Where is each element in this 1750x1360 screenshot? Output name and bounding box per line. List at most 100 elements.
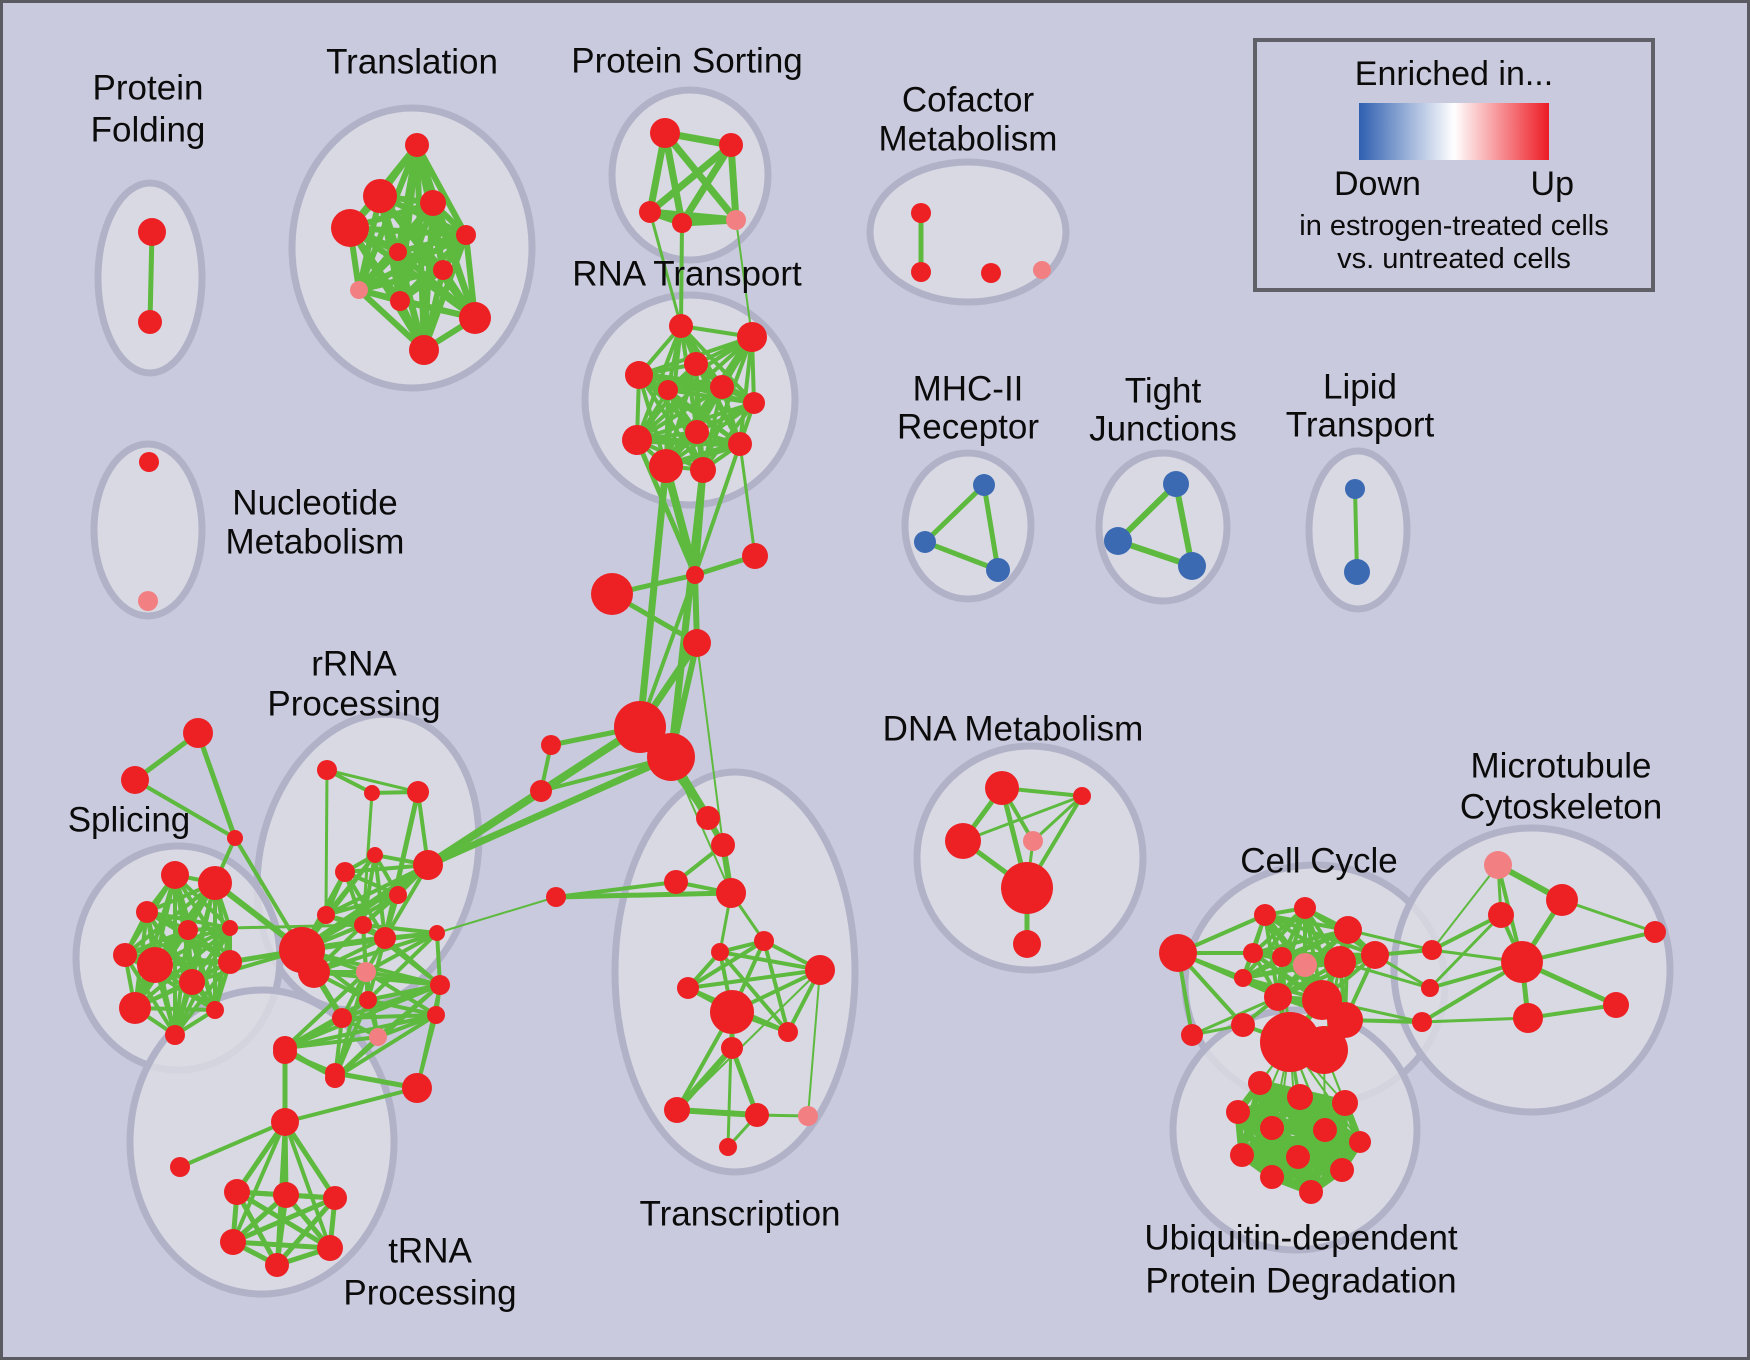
edge-tc7-tc9 xyxy=(686,968,822,990)
gene-set-node-c10 xyxy=(1293,953,1317,977)
edge-r1-r7 xyxy=(679,324,756,405)
gene-set-node-tc2 xyxy=(711,833,735,857)
gene-set-node-l2 xyxy=(1344,559,1370,585)
edge-s3-s5 xyxy=(145,910,232,930)
gene-set-node-u3 xyxy=(1332,1090,1358,1116)
gene-set-node-x3 xyxy=(1488,902,1514,928)
edge-tn4-tn0 xyxy=(178,1120,287,1169)
gene-set-node-c1 xyxy=(1159,934,1197,972)
gene-set-node-c4 xyxy=(1294,897,1316,919)
edge-tc6-tc10 xyxy=(762,939,790,1034)
edge-r12-n1 xyxy=(693,442,742,577)
edge-ps3-r1 xyxy=(648,210,683,328)
gene-set-node-j1 xyxy=(1163,471,1189,497)
gene-set-node-tc1 xyxy=(696,806,720,830)
edge-g6-g11 xyxy=(361,923,439,935)
edge-tn8-tn9 xyxy=(230,1239,333,1251)
edge-r6-r9 xyxy=(635,385,724,442)
gene-set-node-n4 xyxy=(683,629,711,657)
gene-set-node-tc8 xyxy=(710,990,754,1034)
edge-tc5-tc10 xyxy=(718,950,790,1034)
cluster-ellipse-cofactor-metabolism xyxy=(866,158,1070,306)
edge-ps4-r1 xyxy=(679,221,684,328)
edge-x1-k1 xyxy=(1431,864,1499,951)
cluster-label-nucleotide-metabolism-line1: Nucleotide xyxy=(232,483,397,522)
legend-up-label: Up xyxy=(1530,165,1574,203)
gene-set-node-c14 xyxy=(1327,1002,1363,1038)
gene-set-node-tc7 xyxy=(677,977,699,999)
gene-set-node-nm1 xyxy=(139,452,159,472)
edge-m1-m2 xyxy=(922,482,987,545)
gene-set-node-g5 xyxy=(317,906,335,924)
cluster-label-cofactor-metabolism-line2: Metabolism xyxy=(879,119,1058,158)
edge-q1-q3 xyxy=(195,730,238,841)
edge-s5-s6 xyxy=(123,926,232,957)
gene-set-node-g13 xyxy=(359,991,377,1009)
gene-set-node-cm1 xyxy=(911,203,931,223)
gene-set-node-t3 xyxy=(420,190,446,216)
gene-set-node-g12 xyxy=(430,975,450,995)
gene-set-node-s3 xyxy=(136,901,158,923)
gene-set-node-c5 xyxy=(1334,916,1362,944)
edge-d2-d4 xyxy=(1031,794,1084,843)
gene-set-node-pf2 xyxy=(138,310,162,334)
gene-set-node-r7 xyxy=(743,392,765,414)
gene-set-node-x4 xyxy=(1501,941,1543,983)
edge-c2-c12 xyxy=(1190,995,1280,1037)
gene-set-node-u6 xyxy=(1313,1118,1337,1142)
network-nodes xyxy=(113,118,1666,1277)
gene-set-node-ps4 xyxy=(672,213,692,233)
gene-set-node-h1 xyxy=(614,701,666,753)
cluster-label-protein-sorting-line1: Protein Sorting xyxy=(571,41,803,80)
edge-d2-d3 xyxy=(961,794,1084,843)
gene-set-node-tc11 xyxy=(721,1037,743,1059)
edge-n2-r12 xyxy=(738,442,757,558)
edge-ps2-ps3 xyxy=(646,141,735,216)
gene-set-node-t5 xyxy=(456,225,476,245)
gene-set-node-s9 xyxy=(218,950,242,974)
gene-set-node-tn9 xyxy=(317,1235,343,1261)
gene-set-node-tn2 xyxy=(325,1063,345,1083)
gene-set-node-m2 xyxy=(914,531,936,553)
gene-set-node-ps5 xyxy=(726,210,746,230)
edge-g10-g17 xyxy=(283,970,368,1050)
gene-set-node-j2 xyxy=(1104,527,1132,555)
cluster-label-trna-processing-line2: Processing xyxy=(343,1273,516,1312)
gene-set-node-x2 xyxy=(1546,884,1578,916)
gene-set-node-tn1 xyxy=(273,1040,297,1064)
gene-set-node-tc13 xyxy=(745,1103,769,1127)
gene-set-node-r8 xyxy=(685,420,709,444)
gene-set-node-g3 xyxy=(413,850,443,880)
gene-set-node-tc5 xyxy=(711,943,729,961)
gene-set-node-c17 xyxy=(1300,1026,1348,1074)
gene-set-node-u8 xyxy=(1230,1143,1254,1167)
gene-set-node-ps2 xyxy=(719,133,743,157)
gene-set-node-ps3 xyxy=(639,201,661,223)
gene-set-node-s10 xyxy=(119,992,151,1024)
gene-set-node-t4 xyxy=(331,209,369,247)
gene-set-node-m1 xyxy=(973,474,995,496)
edge-ps2-ps5 xyxy=(727,141,740,224)
cluster-label-transcription-line1: Transcription xyxy=(640,1194,841,1233)
gene-set-node-d3 xyxy=(945,823,981,859)
edge-g10-g11 xyxy=(364,931,439,974)
gene-set-node-r1 xyxy=(669,314,693,338)
gene-set-node-r5 xyxy=(658,380,678,400)
gene-set-node-d1 xyxy=(985,771,1019,805)
legend-caption-line1: in estrogen-treated cells xyxy=(1299,210,1609,242)
gene-set-node-tc4 xyxy=(716,878,746,908)
edge-tn4-tn7 xyxy=(282,1119,338,1201)
edge-tn5-tn10 xyxy=(234,1189,280,1268)
edge-m2-m3 xyxy=(922,539,1001,573)
gene-set-node-j3 xyxy=(1178,552,1206,580)
gene-set-node-u2 xyxy=(1287,1084,1313,1110)
edge-tc9-tc14 xyxy=(807,969,821,1117)
cluster-ellipse-mhc-ii-receptor xyxy=(901,449,1035,603)
gene-set-node-g6 xyxy=(354,916,372,934)
cluster-label-rna-transport-line1: RNA Transport xyxy=(572,254,802,293)
edge-q2-q3 xyxy=(133,778,237,840)
gene-set-node-r12 xyxy=(728,432,752,456)
gene-set-node-t1 xyxy=(405,133,429,157)
cluster-ellipse-tight-junctions xyxy=(1095,449,1231,605)
